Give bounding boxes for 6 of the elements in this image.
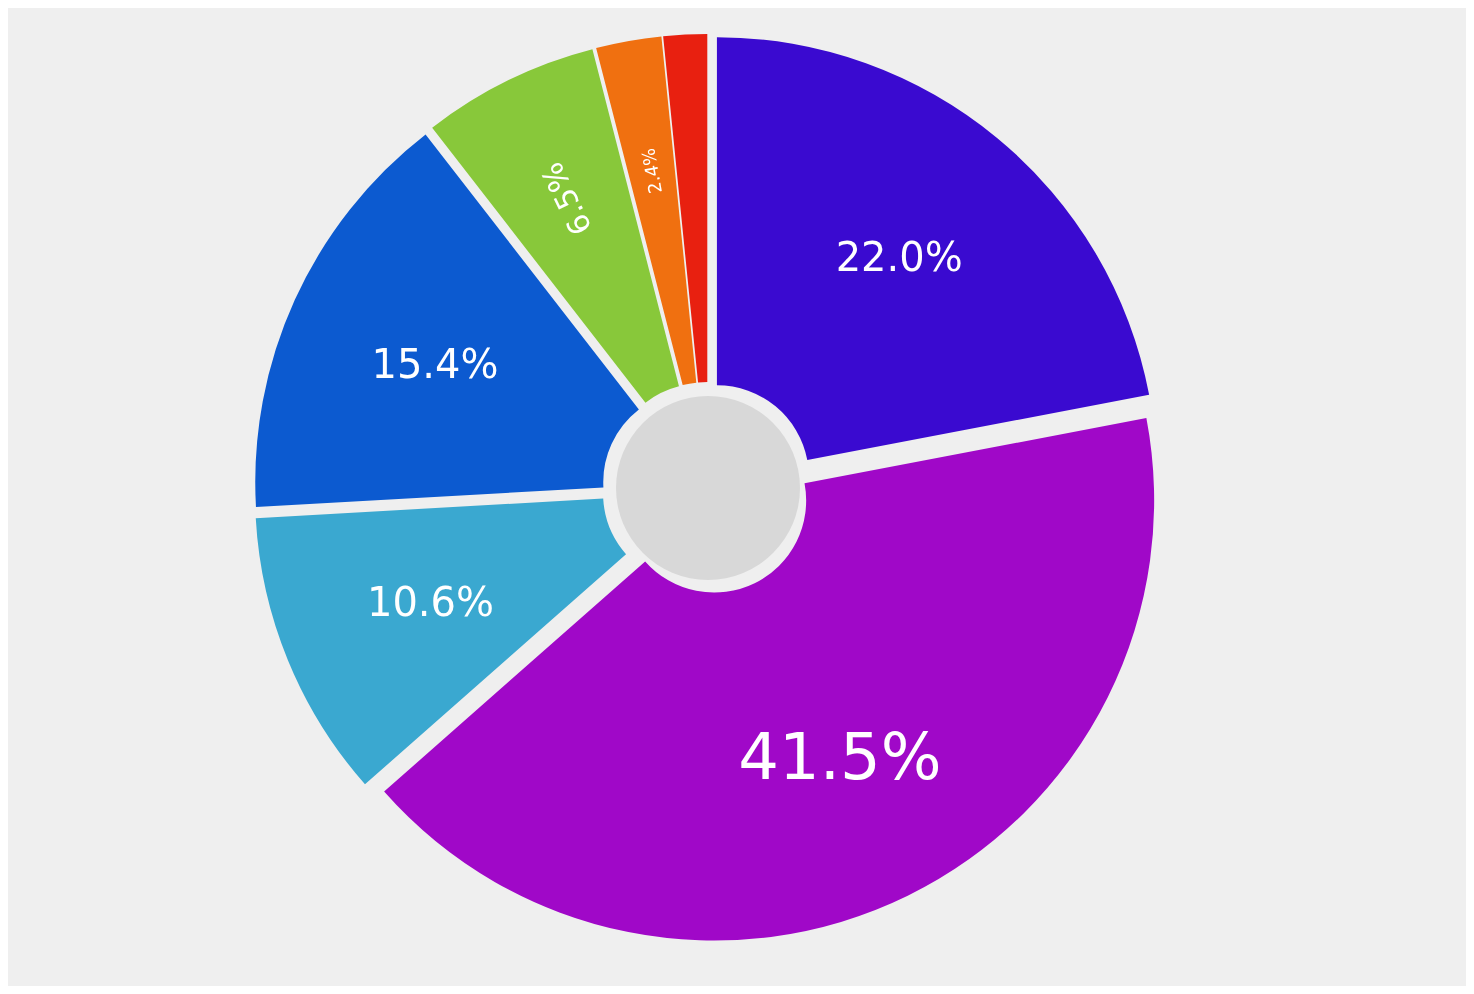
data-label: 15.4%	[371, 340, 499, 387]
data-label: 2.4%	[637, 146, 666, 196]
data-label: 22.0%	[835, 233, 963, 280]
data-label: 41.5%	[738, 720, 942, 795]
data-label: 10.6%	[366, 578, 495, 625]
data-label: 6.5%	[533, 156, 599, 241]
